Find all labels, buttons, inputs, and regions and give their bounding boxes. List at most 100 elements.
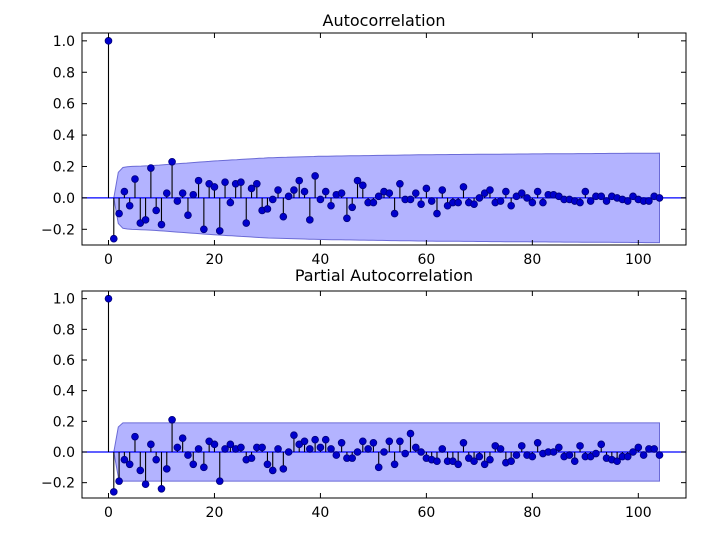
point-lag-47	[353, 176, 362, 185]
point-lag-48	[359, 181, 367, 190]
point-lag-38	[306, 445, 314, 453]
x-tick-label: 80	[523, 505, 541, 521]
point-lag-96	[613, 457, 621, 466]
point-lag-60	[422, 184, 431, 193]
point-lag-42	[327, 201, 335, 210]
point-lag-51	[374, 192, 383, 201]
point-lag-41	[321, 435, 330, 444]
point-lag-33	[279, 212, 288, 221]
point-lag-70	[475, 194, 484, 202]
point-lag-32	[274, 186, 282, 194]
point-lag-13	[173, 197, 182, 205]
point-lag-42	[327, 445, 335, 453]
point-lag-84	[549, 448, 558, 456]
point-lag-66	[454, 460, 462, 469]
point-lag-104	[655, 451, 664, 459]
point-lag-99	[629, 448, 637, 456]
point-lag-59	[417, 200, 425, 208]
point-lag-5	[131, 432, 139, 441]
point-lag-21	[215, 477, 224, 485]
point-lag-15	[184, 451, 192, 459]
point-lag-59	[417, 448, 425, 456]
point-lag-55	[396, 437, 404, 446]
point-lag-44	[337, 189, 346, 197]
point-lag-17	[194, 445, 203, 453]
point-lag-0	[104, 294, 113, 303]
point-lag-74	[496, 445, 505, 453]
point-lag-46	[348, 203, 357, 212]
point-lag-61	[427, 197, 436, 205]
point-lag-104	[655, 194, 664, 202]
point-lag-82	[539, 198, 547, 207]
point-lag-81	[533, 187, 542, 196]
point-lag-39	[311, 435, 319, 444]
point-lag-54	[390, 460, 399, 469]
chart-panel-2: 0 20 40 60 80 100 −0.2 0.0 0.2 0.4 0.6 0.8 1.0 Partia…	[41, 266, 687, 521]
x-tick-label: 20	[206, 505, 224, 521]
point-lag-22	[221, 445, 229, 453]
point-lag-54	[390, 209, 399, 218]
plot-frame	[81, 290, 687, 499]
point-lag-72	[486, 455, 494, 464]
point-lag-9	[152, 455, 160, 464]
point-lag-15	[184, 211, 192, 219]
point-lag-57	[406, 429, 415, 438]
point-lag-76	[507, 201, 515, 210]
point-lag-14	[178, 434, 187, 443]
y-tick-label: 0.8	[53, 65, 75, 81]
point-lag-3	[120, 187, 129, 196]
point-lag-27	[247, 184, 256, 193]
point-lag-7	[141, 480, 150, 489]
point-lag-90	[581, 187, 590, 196]
point-lag-32	[274, 445, 282, 453]
point-lag-12	[168, 157, 176, 166]
point-lag-88	[570, 457, 579, 466]
y-tick-label: 0.2	[53, 414, 75, 430]
y-tick-label: −0.2	[41, 476, 75, 492]
point-lag-13	[173, 443, 182, 452]
point-lag-20	[210, 440, 219, 449]
point-lag-37	[300, 187, 309, 196]
point-lag-80	[528, 452, 537, 461]
y-tick-label: 1.0	[53, 292, 75, 308]
point-lag-25	[237, 178, 245, 186]
point-lag-69	[470, 457, 478, 466]
point-lag-75	[502, 187, 510, 196]
point-lag-2	[115, 209, 123, 218]
y-tick-label: 0.8	[53, 322, 75, 338]
x-tick-label: 20	[206, 252, 224, 268]
point-lag-80	[528, 198, 537, 207]
point-lag-17	[194, 176, 203, 185]
point-lag-3	[120, 455, 129, 464]
point-lag-91	[586, 197, 595, 205]
point-lag-34	[284, 192, 293, 201]
point-lag-67	[459, 183, 468, 191]
x-tick-label: 60	[417, 252, 435, 268]
point-lag-53	[385, 189, 394, 197]
point-lag-47	[353, 448, 362, 456]
point-lag-66	[454, 198, 462, 207]
y-tick-label: 0.0	[53, 191, 75, 207]
point-lag-34	[284, 448, 293, 456]
point-lag-33	[279, 465, 288, 473]
point-lag-14	[178, 189, 187, 197]
point-lag-8	[147, 164, 155, 172]
point-lag-50	[369, 198, 378, 207]
point-lag-39	[311, 172, 319, 180]
point-lag-5	[131, 175, 139, 183]
point-lag-7	[141, 216, 150, 224]
point-lag-93	[597, 192, 606, 201]
point-lag-53	[385, 437, 394, 446]
point-lag-16	[189, 190, 198, 199]
point-lag-0	[104, 37, 113, 45]
chart-panel-1: 0 20 40 60 80 100 −0.2 0.0 0.2 0.4 0.6 0.8 1.0 Autoco…	[41, 11, 687, 268]
point-lag-52	[380, 448, 388, 456]
point-lag-51	[374, 463, 383, 472]
chart-title: Autocorrelation	[323, 11, 446, 30]
point-lag-35	[290, 186, 298, 194]
point-lag-58	[411, 189, 420, 197]
point-lag-23	[226, 440, 235, 449]
x-tick-label: 40	[312, 252, 330, 268]
y-tick-label: 0.2	[53, 159, 75, 175]
point-lag-74	[496, 197, 505, 205]
